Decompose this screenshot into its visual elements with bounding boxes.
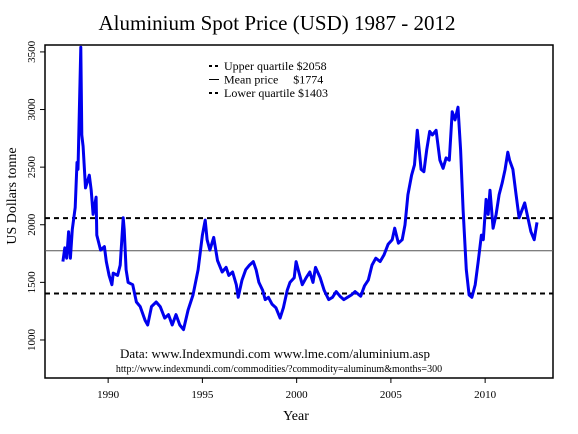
legend-label: Upper quartile $2058 — [224, 59, 327, 73]
price-line — [61, 45, 539, 332]
annotation: http://www.indexmundi.com/commodities/?c… — [116, 364, 442, 375]
x-tick-label: 1990 — [97, 389, 120, 401]
y-tick-label: 2500 — [26, 156, 38, 179]
x-tick-label: 2010 — [474, 389, 497, 401]
y-axis-label: US Dollars tonne — [5, 147, 20, 244]
y-tick-label: 3000 — [26, 98, 38, 121]
y-tick-label: 1000 — [26, 328, 38, 351]
y-tick-label: 2000 — [26, 213, 38, 236]
x-tick-label: 1995 — [191, 389, 214, 401]
x-tick-label: 2000 — [286, 389, 309, 401]
legend-label: Mean price $1774 — [224, 73, 323, 87]
chart-title: Aluminium Spot Price (USD) 1987 - 2012 — [99, 11, 456, 35]
y-tick-label: 3500 — [26, 40, 38, 63]
x-tick-label: 2005 — [380, 389, 403, 401]
annotation: Data: www.Indexmundi.com www.lme.com/alu… — [120, 346, 430, 361]
legend-label: Lower quartile $1403 — [224, 86, 328, 100]
plot-frame — [44, 44, 554, 379]
y-tick-label: 1500 — [26, 271, 38, 294]
x-axis-label: Year — [283, 409, 309, 424]
